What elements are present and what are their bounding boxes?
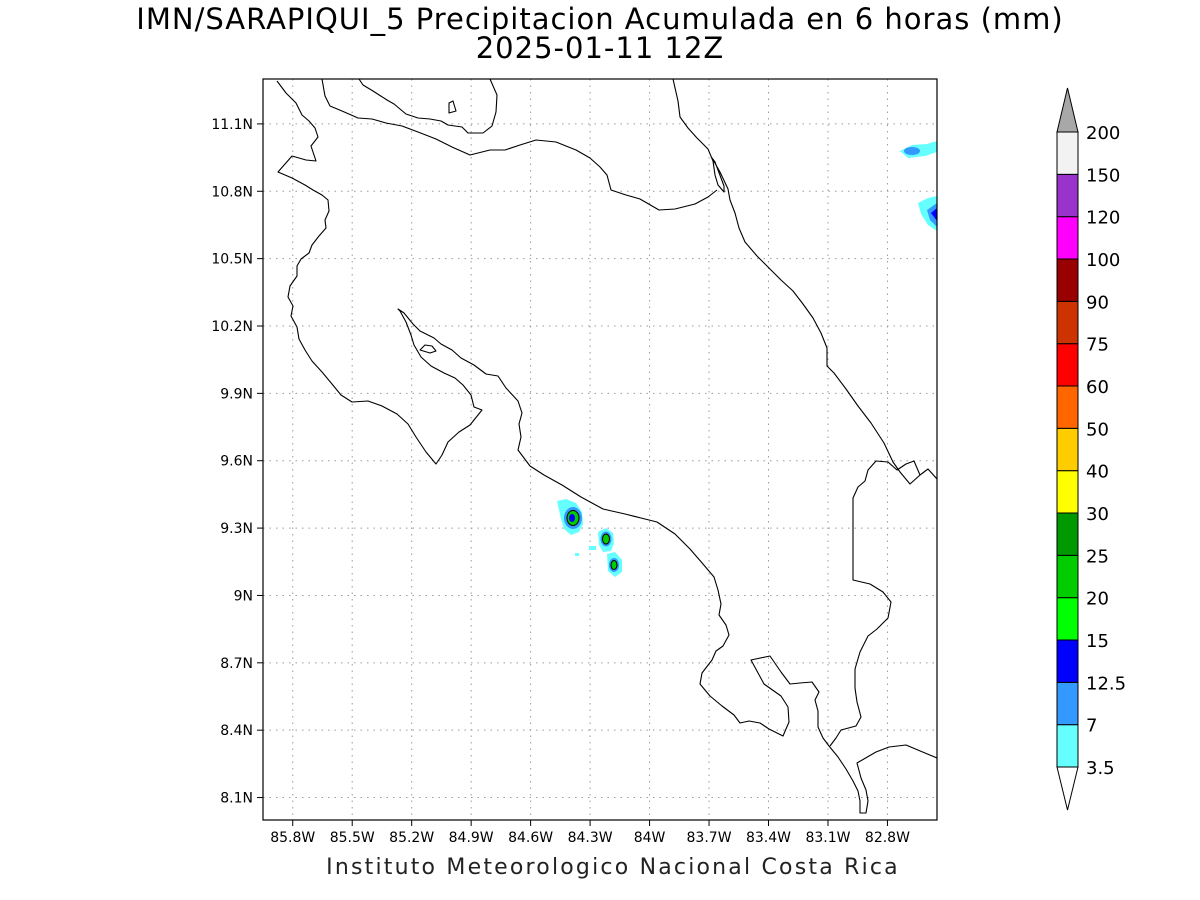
colorbar-band bbox=[1056, 681, 1079, 726]
map-title: IMN/SARAPIQUI_5 Precipitacion Acumulada … bbox=[136, 2, 1064, 36]
colorbar-band bbox=[1056, 597, 1079, 641]
lon-tick-label: 84.9W bbox=[449, 830, 494, 846]
credit-label: Instituto Meteorologico Nacional Costa R… bbox=[326, 855, 900, 880]
colorbar-band bbox=[1056, 427, 1079, 472]
colorbar-label: 25 bbox=[1086, 546, 1109, 567]
colorbar-label: 7 bbox=[1086, 716, 1097, 737]
colorbar-label: 20 bbox=[1086, 589, 1109, 610]
lon-tick-label: 85.5W bbox=[330, 830, 375, 846]
lon-tick-label: 83.4W bbox=[746, 830, 791, 846]
lat-tick-label: 10.8N bbox=[211, 184, 253, 200]
colorbar-label: 15 bbox=[1086, 631, 1109, 652]
lon-tick-label: 84.3W bbox=[568, 830, 613, 846]
colorbar-band bbox=[1056, 639, 1079, 683]
colorbar-band bbox=[1056, 300, 1079, 345]
colorbar-band bbox=[1056, 470, 1079, 514]
lat-tick-label: 9N bbox=[234, 588, 253, 604]
precip-cell-84.18w bbox=[607, 552, 622, 577]
precip-contours bbox=[557, 141, 937, 577]
lon-tick-label: 85.2W bbox=[389, 830, 434, 846]
lon-tick-label: 83.1W bbox=[805, 830, 850, 846]
lon-tick-label: 82.8W bbox=[865, 830, 910, 846]
precip-cell-84.23w bbox=[598, 528, 614, 552]
lat-tick-label: 9.3N bbox=[220, 521, 253, 537]
colorbar-band bbox=[1056, 343, 1079, 387]
colorbar-label: 40 bbox=[1086, 462, 1109, 483]
colorbar-label: 150 bbox=[1086, 165, 1120, 186]
colorbar-label: 30 bbox=[1086, 504, 1109, 525]
lon-tick-label: 84W bbox=[634, 830, 666, 846]
colorbar-label: 200 bbox=[1086, 123, 1120, 144]
lat-tick-label: 8.4N bbox=[220, 723, 253, 739]
precip-colorbar: 3.5 7 12.5 15 20 25 30 40 50 60 75 90 100 120 150 200 bbox=[1056, 87, 1126, 811]
precip-cell-84.39w bbox=[557, 499, 583, 535]
colorbar-label: 50 bbox=[1086, 419, 1109, 440]
colorbar-label: 100 bbox=[1086, 250, 1120, 271]
colorbar-label: 120 bbox=[1086, 208, 1120, 229]
colorbar-band bbox=[1056, 131, 1079, 175]
precip-cell-caribbean-north bbox=[900, 141, 937, 158]
lat-tick-label: 11.1N bbox=[211, 117, 253, 133]
axis-ticks: 85.8W 85.5W 85.2W 84.9W 84.6W 84.3W 84W 83.7W 83… bbox=[211, 117, 910, 846]
colorbar-above-arrow bbox=[1056, 87, 1079, 133]
colorbar-label: 12.5 bbox=[1086, 673, 1126, 694]
colorbar-label: 90 bbox=[1086, 292, 1109, 313]
colorbar-band bbox=[1056, 554, 1079, 599]
colorbar-below-arrow bbox=[1056, 766, 1079, 811]
colorbar-band bbox=[1056, 216, 1079, 260]
lat-tick-label: 9.6N bbox=[220, 454, 253, 470]
colorbar-label: 75 bbox=[1086, 335, 1109, 356]
lon-tick-label: 85.8W bbox=[270, 830, 315, 846]
colorbar-band bbox=[1056, 173, 1079, 218]
colorbar-label: 60 bbox=[1086, 377, 1109, 398]
lon-tick-label: 84.6W bbox=[508, 830, 553, 846]
lat-tick-label: 10.2N bbox=[211, 319, 253, 335]
map-valid-time: 2025-01-11 12Z bbox=[475, 31, 725, 65]
colorbar-band bbox=[1056, 385, 1079, 429]
precip-cell-caribbean-east bbox=[918, 196, 937, 231]
coastline bbox=[276, 79, 937, 814]
colorbar-band bbox=[1056, 258, 1079, 302]
plot-frame bbox=[262, 78, 938, 821]
colorbar-label: 3.5 bbox=[1086, 758, 1115, 779]
lat-tick-label: 9.9N bbox=[220, 386, 253, 402]
lat-lon-grid bbox=[263, 79, 937, 820]
lat-tick-label: 10.5N bbox=[211, 252, 253, 268]
colorbar-band bbox=[1056, 724, 1079, 768]
colorbar-band bbox=[1056, 512, 1079, 556]
lon-tick-label: 83.7W bbox=[687, 830, 732, 846]
lat-tick-label: 8.1N bbox=[220, 791, 253, 807]
lat-tick-label: 8.7N bbox=[220, 656, 253, 672]
